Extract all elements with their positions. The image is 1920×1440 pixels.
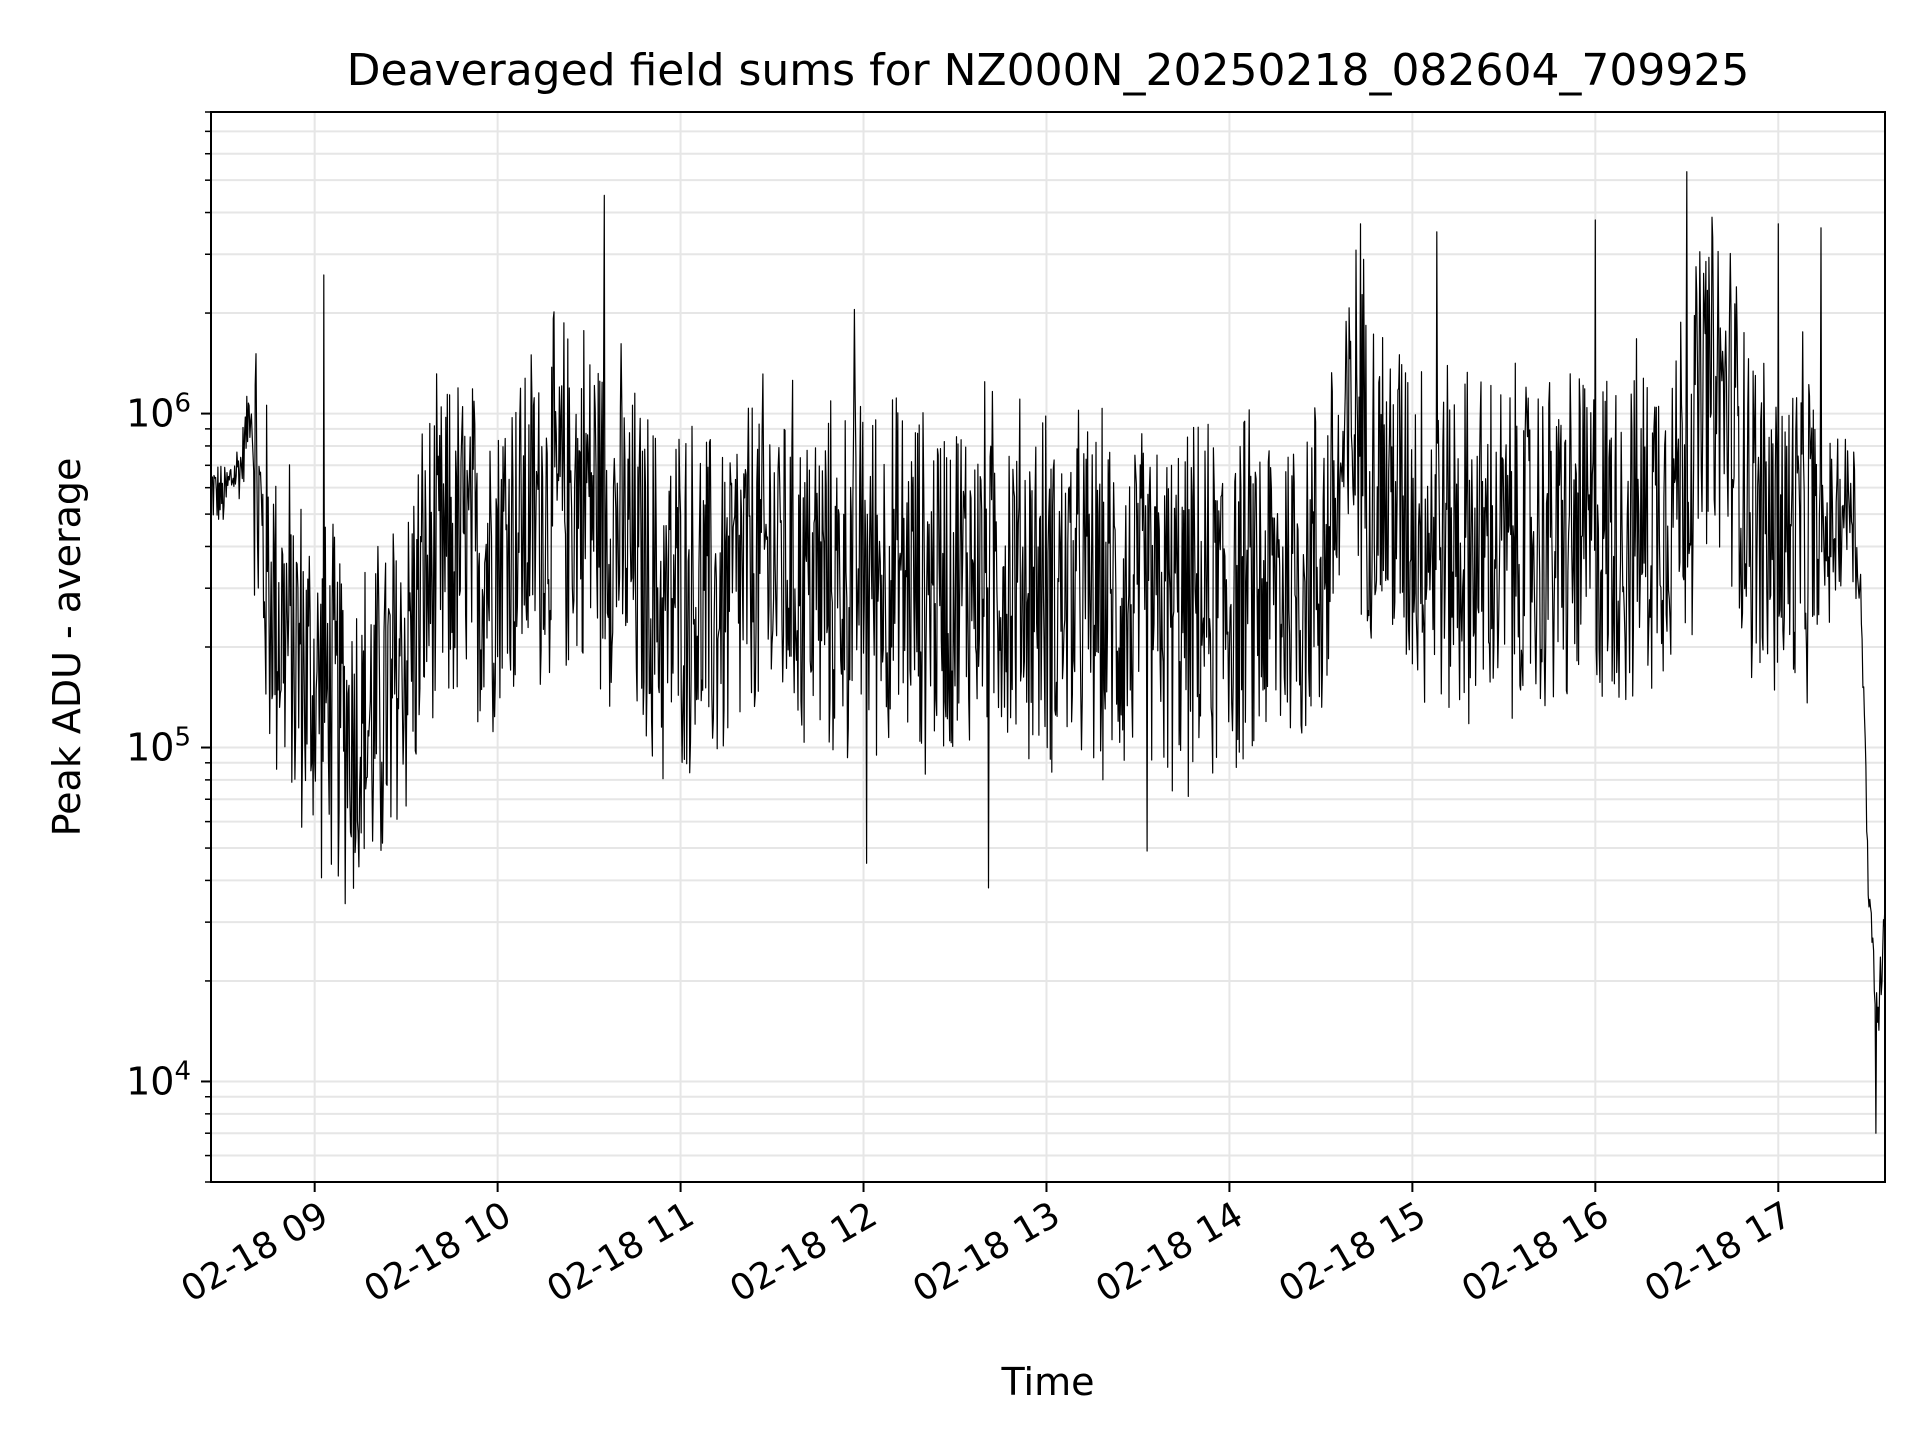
y-axis-label: Peak ADU - average xyxy=(45,458,89,837)
x-axis-label: Time xyxy=(1001,1360,1095,1404)
series-layer xyxy=(210,171,1886,1134)
chart-title: Deaveraged field sums for NZ000N_2025021… xyxy=(347,45,1750,96)
y-tick-label: 105 xyxy=(126,723,191,770)
y-axis: 104 105 106 xyxy=(126,111,211,1183)
y-tick-label: 104 xyxy=(126,1056,191,1103)
series-line xyxy=(210,171,1886,1134)
y-tick-label: 106 xyxy=(126,389,191,436)
